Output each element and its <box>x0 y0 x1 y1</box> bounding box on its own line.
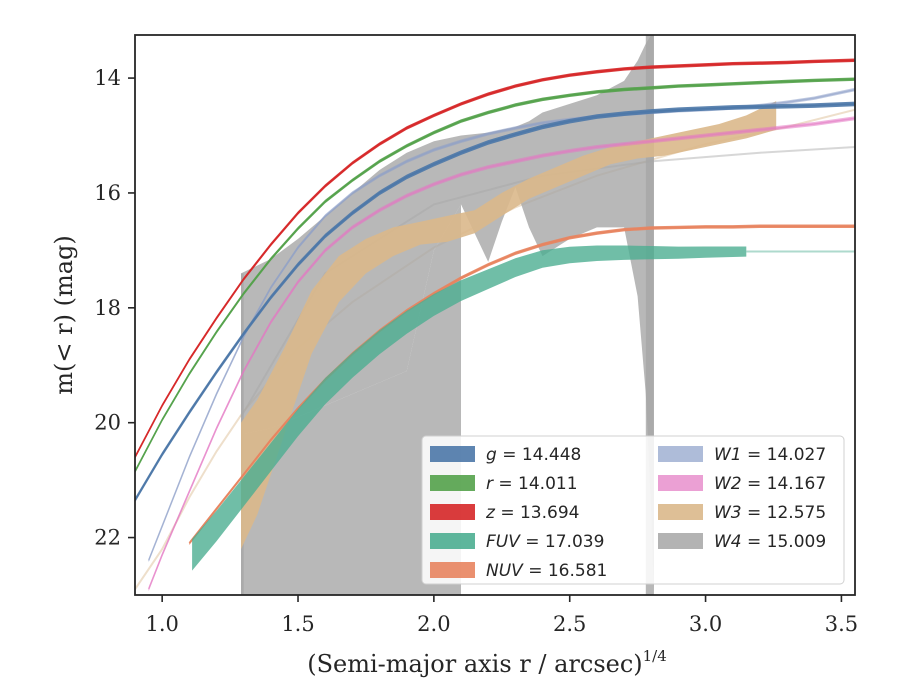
x-axis-label-superscript: 1/4 <box>643 647 667 665</box>
legend-value: = 14.448 <box>497 445 582 465</box>
y-axis-ticks: 14 16 18 20 22 <box>94 66 135 550</box>
y-axis-label: m(< r) (mag) <box>50 235 78 394</box>
legend-label: W1 = 14.027 <box>714 445 826 465</box>
y-tick-label: 20 <box>94 411 121 435</box>
axes-frame <box>134 34 856 596</box>
legend-var: W2 <box>714 474 742 494</box>
x-axis-label: (Semi-major axis r / arcsec)1/4 <box>307 647 667 678</box>
legend-value: = 12.575 <box>742 503 827 523</box>
series-line-W2 <box>147 117 855 590</box>
series-band-FUV <box>192 245 747 571</box>
legend-var: FUV <box>486 532 521 552</box>
legend-label: NUV = 16.581 <box>486 561 607 581</box>
x-axis-ticks: 1.0 1.5 2.0 2.5 3.0 3.5 <box>145 595 858 636</box>
y-tick-label: 16 <box>94 181 121 205</box>
legend-var: W4 <box>714 532 742 552</box>
legend-swatch <box>658 475 703 491</box>
legend-label: g = 14.448 <box>486 445 581 465</box>
legend-value: = 15.009 <box>742 532 827 552</box>
series-band-W4-lower <box>241 204 461 595</box>
legend-label: W2 = 14.167 <box>714 474 826 494</box>
legend-label: FUV = 17.039 <box>486 532 604 552</box>
legend-swatch <box>658 533 703 549</box>
legend-swatch <box>430 475 475 491</box>
x-tick-label: 1.5 <box>281 612 314 636</box>
x-tick-label: 2.5 <box>553 612 586 636</box>
plot-area <box>135 35 855 595</box>
x-tick-label: 3.5 <box>825 612 858 636</box>
legend-value: = 14.167 <box>742 474 827 494</box>
legend-label: r = 14.011 <box>486 474 578 494</box>
legend-value: = 17.039 <box>520 532 605 552</box>
series-line-NUV <box>188 225 855 544</box>
legend-frame <box>421 435 845 585</box>
legend-var: z <box>485 503 496 523</box>
legend-var: W3 <box>714 503 742 523</box>
legend-var: W1 <box>714 445 742 465</box>
legend-value: = 14.011 <box>493 474 578 494</box>
series-line-g <box>135 103 855 501</box>
y-tick-label: 14 <box>94 66 121 90</box>
legend-label: z = 13.694 <box>485 503 579 523</box>
y-tick-label: 22 <box>94 526 121 550</box>
legend-var: r <box>486 474 494 494</box>
legend-value: = 13.694 <box>495 503 580 523</box>
legend-value: = 16.581 <box>523 561 608 581</box>
legend-label: W4 = 15.009 <box>714 532 826 552</box>
legend-swatch <box>430 533 475 549</box>
legend-swatch <box>658 446 703 462</box>
legend-swatch <box>430 562 475 578</box>
legend-label: W3 = 12.575 <box>714 503 826 523</box>
series-line-z <box>135 59 855 458</box>
series-band-W3 <box>241 101 777 550</box>
legend-swatch <box>430 446 475 462</box>
x-tick-label: 3.0 <box>689 612 722 636</box>
legend-value: = 14.027 <box>742 445 827 465</box>
legend-var: NUV <box>486 561 524 581</box>
series-line-r <box>135 78 855 472</box>
x-tick-label: 2.0 <box>417 612 450 636</box>
legend-swatch <box>658 504 703 520</box>
legend-var: g <box>486 445 497 465</box>
y-tick-label: 18 <box>94 296 121 320</box>
legend-swatch <box>430 504 475 520</box>
x-tick-label: 1.0 <box>145 612 178 636</box>
